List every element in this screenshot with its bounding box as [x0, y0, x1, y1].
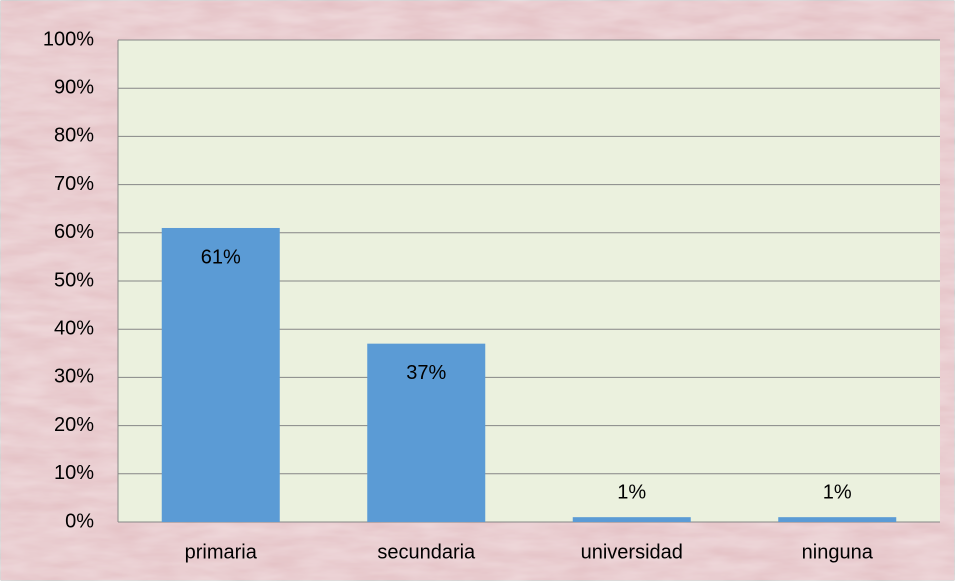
y-tick-label: 100% — [43, 28, 94, 50]
bar — [161, 227, 280, 523]
y-tick-label: 0% — [65, 510, 94, 532]
bar — [572, 517, 691, 522]
x-tick-label: universidad — [581, 541, 683, 563]
y-tick-label: 90% — [54, 76, 94, 98]
data-label: 61% — [201, 246, 241, 268]
y-tick-label: 30% — [54, 366, 94, 388]
y-tick-label: 10% — [54, 462, 94, 484]
data-label: 1% — [823, 481, 852, 503]
data-label: 1% — [617, 481, 646, 503]
bar — [778, 517, 897, 522]
y-tick-label: 60% — [54, 221, 94, 243]
x-tick-label: primaria — [185, 541, 258, 563]
y-tick-label: 80% — [54, 125, 94, 147]
data-label: 37% — [406, 362, 446, 384]
y-tick-label: 70% — [54, 173, 94, 195]
bar — [367, 343, 486, 522]
x-tick-label: ninguna — [802, 541, 874, 563]
y-tick-label: 40% — [54, 317, 94, 339]
x-tick-label: secundaria — [377, 541, 476, 563]
y-tick-label: 50% — [54, 269, 94, 291]
y-tick-label: 20% — [54, 414, 94, 436]
